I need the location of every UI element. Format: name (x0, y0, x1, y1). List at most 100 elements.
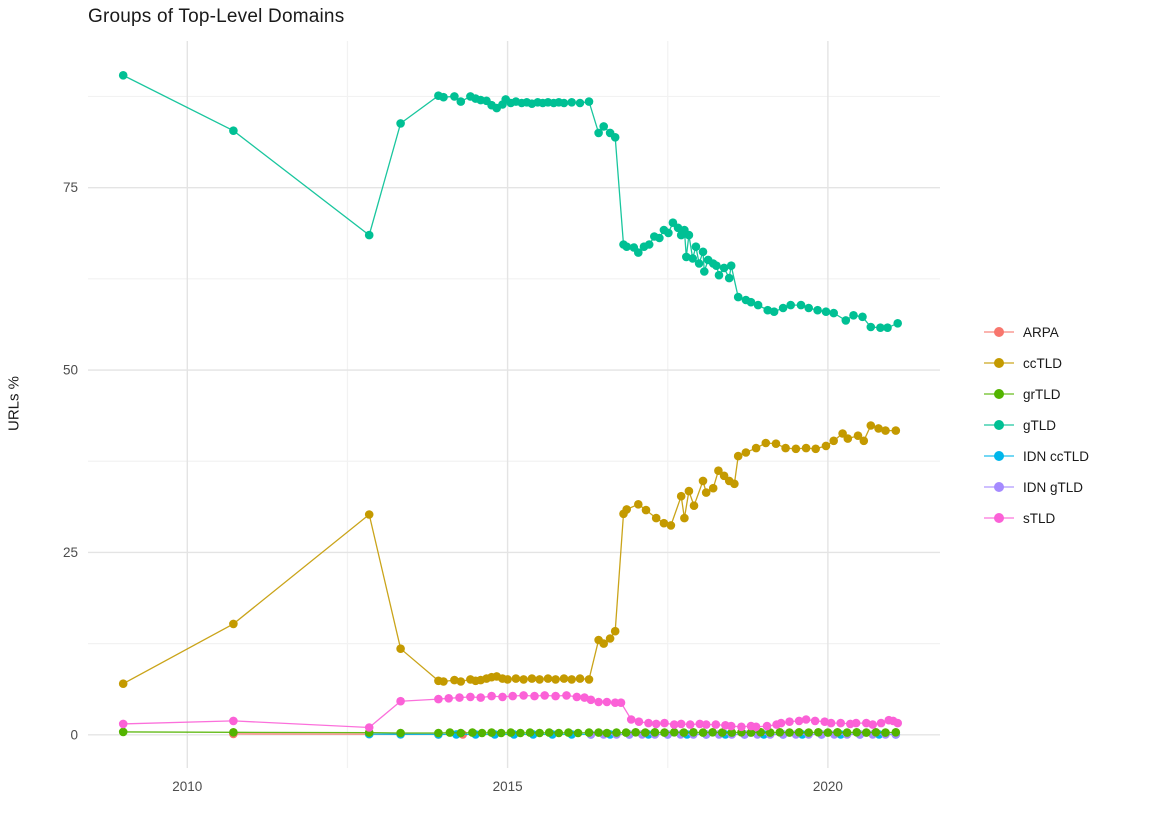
series-point-grTLD (584, 728, 594, 737)
series-point-grTLD (765, 728, 775, 737)
legend-key-icon (984, 420, 1014, 430)
series-point-ccTLD (659, 518, 669, 528)
series-point-gTLD (829, 308, 838, 318)
x-tick-label: 2010 (172, 779, 202, 794)
series-point-sTLD (695, 719, 705, 729)
legend-item-sTLD: sTLD (983, 507, 1089, 529)
series-point-grTLD (602, 728, 612, 738)
series-point-grTLD (594, 728, 603, 737)
series-point-ccTLD (714, 466, 723, 476)
series-point-gTLD (575, 98, 585, 108)
legend-key-dot (994, 327, 1004, 337)
series-point-sTLD (634, 717, 644, 726)
legend-label: sTLD (1023, 510, 1056, 526)
series-point-sTLD (562, 691, 571, 700)
series-point-ccTLD (559, 674, 569, 683)
series-point-sTLD (810, 716, 820, 726)
legend-item-IDN-ccTLD: IDN ccTLD (983, 445, 1089, 467)
legend-label: gTLD (1023, 417, 1057, 433)
series-point-grTLD (871, 728, 881, 737)
series-point-sTLD (476, 693, 486, 702)
series-point-ccTLD (698, 476, 708, 486)
series-point-gTLD (841, 316, 851, 325)
series-point-grTLD (621, 728, 631, 737)
series-point-gTLD (893, 319, 902, 328)
series-point-sTLD (676, 719, 686, 729)
series-point-gTLD (778, 303, 788, 313)
legend-key-icon (984, 327, 1014, 337)
series-point-ccTLD (503, 675, 512, 684)
series-point-grTLD (727, 728, 737, 737)
series-point-sTLD (540, 691, 549, 700)
series-point-gTLD (876, 323, 885, 333)
series-point-grTLD (564, 728, 573, 737)
series-point-grTLD (842, 728, 852, 737)
series-point-sTLD (868, 720, 877, 729)
series-point-ccTLD (853, 431, 863, 441)
series-point-grTLD (823, 728, 833, 737)
series-point-ccTLD (439, 677, 448, 686)
series-point-sTLD (826, 718, 836, 728)
series-point-grTLD (679, 728, 689, 737)
series-point-sTLD (616, 698, 626, 707)
series-point-sTLD (701, 720, 711, 729)
series-point-sTLD (669, 720, 679, 729)
series-point-sTLD (711, 720, 721, 729)
series-point-ccTLD (584, 675, 594, 684)
legend-item-ARPA: ARPA (983, 321, 1089, 343)
series-point-gTLD (726, 261, 736, 271)
legend-key-dot (994, 420, 1004, 430)
series-point-sTLD (876, 718, 886, 728)
series-point-ccTLD (811, 444, 820, 454)
series-point-gTLD (584, 97, 594, 106)
legend-label: ccTLD (1023, 355, 1063, 371)
legend-label: IDN ccTLD (1023, 448, 1090, 464)
series-point-ccTLD (866, 421, 876, 430)
series-point-ccTLD (733, 451, 743, 461)
series-point-sTLD (801, 715, 811, 724)
series-point-ccTLD (771, 439, 781, 449)
series-point-gTLD (664, 228, 673, 238)
series-point-grTLD (396, 728, 405, 738)
series-point-sTLD (726, 721, 736, 731)
series-point-grTLD (717, 728, 727, 737)
series-point-ccTLD (622, 505, 631, 514)
series-point-ccTLD (651, 513, 661, 523)
series-point-ccTLD (791, 444, 801, 454)
series-point-ccTLD (118, 679, 128, 688)
series-point-gTLD (622, 242, 631, 251)
y-tick-label: 50 (63, 363, 78, 378)
series-point-grTLD (669, 728, 679, 737)
series-point-grTLD (862, 728, 871, 737)
series-point-gTLD (594, 128, 603, 138)
series-point-ccTLD (634, 500, 643, 509)
series-point-ccTLD (535, 675, 544, 684)
series-point-sTLD (118, 719, 128, 729)
series-point-gTLD (746, 297, 756, 307)
series-point-gTLD (883, 323, 892, 333)
series-point-gTLD (396, 119, 405, 128)
series-point-sTLD (851, 718, 861, 728)
series-point-ccTLD (229, 619, 238, 629)
legend-label: ARPA (1023, 324, 1059, 340)
series-point-grTLD (434, 728, 443, 738)
series-point-ccTLD (610, 626, 620, 636)
series-point-gTLD (688, 254, 697, 263)
series-point-sTLD (644, 718, 653, 728)
series-point-sTLD (660, 718, 669, 728)
series-point-sTLD (551, 691, 560, 701)
series-point-ccTLD (666, 521, 676, 530)
series-point-grTLD (456, 728, 466, 738)
series-point-sTLD (836, 718, 845, 728)
series-point-sTLD (776, 718, 786, 728)
series-point-grTLD (612, 728, 621, 737)
series-point-ccTLD (551, 675, 560, 684)
series-point-grTLD (535, 728, 544, 738)
series-point-grTLD (496, 728, 506, 738)
legend-key-icon (984, 513, 1014, 523)
series-point-grTLD (746, 728, 756, 737)
series-point-sTLD (762, 721, 772, 731)
series-point-sTLD (651, 719, 661, 729)
series-point-grTLD (554, 728, 564, 738)
legend-item-ccTLD: ccTLD (983, 352, 1089, 374)
